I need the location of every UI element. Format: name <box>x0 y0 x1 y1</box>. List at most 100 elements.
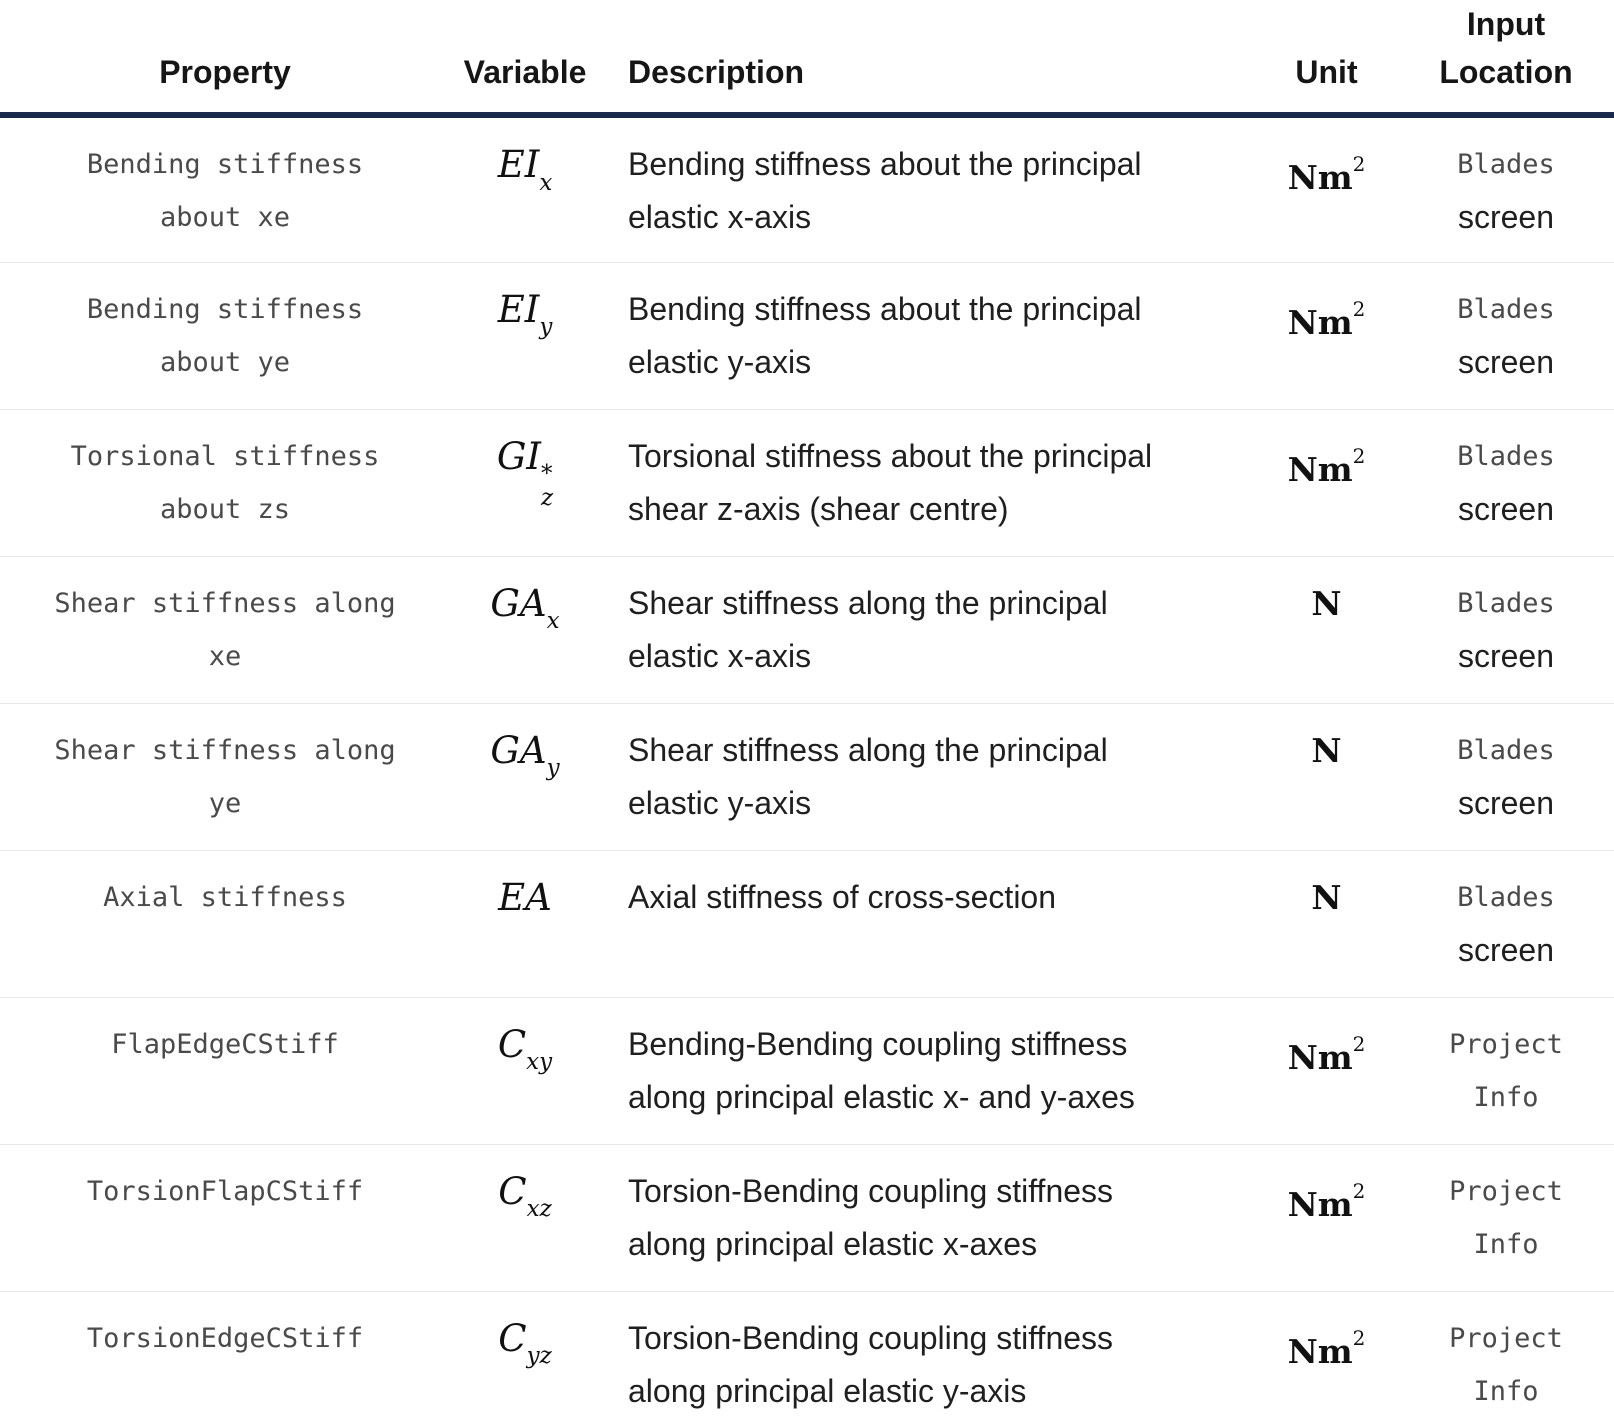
variable-cell: EA <box>450 849 600 997</box>
description-cell: Shear stiffness along the principal elas… <box>600 555 1255 703</box>
property-cell: Bending stiffness about ye <box>0 261 450 409</box>
input-location-code: Project Info <box>1449 1028 1563 1113</box>
variable-symbol: GA <box>490 581 547 625</box>
variable-cell: EI x <box>450 115 600 262</box>
input-location-code: Blades <box>1457 734 1555 766</box>
unit-superscript: 2 <box>1352 152 1366 176</box>
input-location-code: Blades <box>1457 440 1555 472</box>
property-cell: TorsionEdgeCStiff <box>0 1290 450 1419</box>
variable-subscript: z <box>541 485 554 512</box>
description-cell: Axial stiffness of cross-section <box>600 849 1255 997</box>
unit-superscript: 2 <box>1352 443 1366 468</box>
variable-subscript: yz <box>526 1343 552 1370</box>
unit-symbol: Nm <box>1287 1331 1353 1371</box>
unit-symbol: N <box>1311 730 1342 770</box>
table-header: Property Variable Description Unit Input… <box>0 0 1614 118</box>
input-location-cell: Blades screen <box>1398 849 1614 997</box>
unit-symbol: Nm <box>1287 449 1353 489</box>
variable-symbol: C <box>497 1022 527 1066</box>
property-cell: Shear stiffness along xe <box>0 555 450 703</box>
unit-cell: Nm2 <box>1255 408 1398 556</box>
input-location-cell: Project Info <box>1398 996 1614 1144</box>
unit-cell: Nm2 <box>1255 1290 1398 1419</box>
input-location-cell: Project Info <box>1398 1143 1614 1291</box>
description-cell: Bending-Bending coupling stiffness along… <box>600 996 1255 1144</box>
table-row: Bending stiffness about xe EI x Bending s… <box>0 115 1614 262</box>
unit-cell: Nm2 <box>1255 261 1398 409</box>
variable-scripts: x <box>547 609 560 633</box>
unit-cell: N <box>1255 555 1398 703</box>
property-cell: Torsional stiffness about zs <box>0 408 450 556</box>
unit-cell: Nm2 <box>1255 115 1398 262</box>
unit-symbol: Nm <box>1287 302 1353 342</box>
property-cell: Bending stiffness about xe <box>86 149 364 233</box>
unit-symbol: Nm <box>1287 158 1353 197</box>
variable-scripts: * z <box>541 462 553 510</box>
header-rule-gap <box>1395 99 1400 107</box>
unit-symbol: Nm <box>1287 1184 1353 1224</box>
input-location-cell: Blades screen <box>1398 408 1614 556</box>
header-variable: Variable <box>450 0 600 118</box>
input-location-cell: Blades screen <box>1398 555 1614 703</box>
unit-cell: N <box>1255 849 1398 997</box>
table-row: Bending stiffness about ye EI y Bending s… <box>0 261 1614 409</box>
input-location-cell: Project Info <box>1398 1290 1614 1419</box>
unit-cell: Nm2 <box>1255 996 1398 1144</box>
input-location-code: Blades <box>1457 293 1555 325</box>
input-location-code: Blades <box>1457 149 1555 180</box>
variable-cell: GI * z <box>450 408 600 556</box>
variable-scripts: yz <box>527 1344 552 1368</box>
variable-subscript: xz <box>526 1196 552 1223</box>
input-location-cell: Blades screen <box>1398 115 1614 262</box>
unit-superscript: 2 <box>1352 1325 1366 1350</box>
header-input-location: Input Location <box>1398 0 1614 118</box>
input-location-code: Blades <box>1457 881 1555 913</box>
variable-scripts: xy <box>526 1050 552 1074</box>
header-unit: Unit <box>1255 0 1398 118</box>
property-cell: Shear stiffness along ye <box>0 702 450 850</box>
table-body: Bending stiffness about xe EI x Bending s… <box>0 115 1614 1419</box>
unit-cell: N <box>1255 702 1398 850</box>
unit-superscript: 2 <box>1352 1178 1366 1203</box>
variable-subscript: y <box>539 314 553 341</box>
variable-subscript: x <box>546 608 560 635</box>
description-cell: Bending stiffness about the principal el… <box>600 261 1255 409</box>
table-row: Shear stiffness along xe GA x Shear stiff… <box>0 555 1614 703</box>
variable-symbol: C <box>498 1169 527 1213</box>
unit-cell: Nm2 <box>1255 1143 1398 1291</box>
description-cell: Torsion-Bending coupling stiffness along… <box>600 1143 1255 1291</box>
unit-symbol: N <box>1311 583 1342 623</box>
unit-superscript: 2 <box>1352 296 1366 321</box>
input-location-code: Project Info <box>1449 1322 1563 1407</box>
input-location-text: screen <box>1457 343 1555 380</box>
variable-cell: GA x <box>450 555 600 703</box>
variable-symbol: C <box>498 1316 527 1360</box>
variable-cell: GA y <box>450 702 600 850</box>
unit-superscript: 2 <box>1352 1031 1366 1056</box>
variable-subscript: x <box>539 169 553 196</box>
variable-scripts: x <box>539 169 553 196</box>
variable-symbol: EI <box>497 143 540 186</box>
table-row: Torsional stiffness about zs GI * z Torsio… <box>0 408 1614 556</box>
input-location-text: screen <box>1457 490 1555 527</box>
input-location-text: screen <box>1457 199 1555 235</box>
input-location-code: Project Info <box>1449 1175 1563 1260</box>
table-row: Axial stiffness EA Axial stiffness of cr… <box>0 849 1614 997</box>
input-location-cell: Blades screen <box>1398 702 1614 850</box>
variable-subscript: xy <box>526 1049 553 1076</box>
unit-symbol: Nm <box>1287 1037 1353 1077</box>
input-location-text: screen <box>1457 931 1555 968</box>
variable-cell: EI y <box>450 261 600 409</box>
input-location-code: Blades <box>1457 587 1555 619</box>
header-property: Property <box>0 0 450 118</box>
variable-symbol: GA <box>490 728 547 772</box>
header-row: Property Variable Description Unit Input… <box>0 0 1614 118</box>
variable-symbol: GI <box>496 434 542 478</box>
variable-superscript: * <box>541 461 553 488</box>
